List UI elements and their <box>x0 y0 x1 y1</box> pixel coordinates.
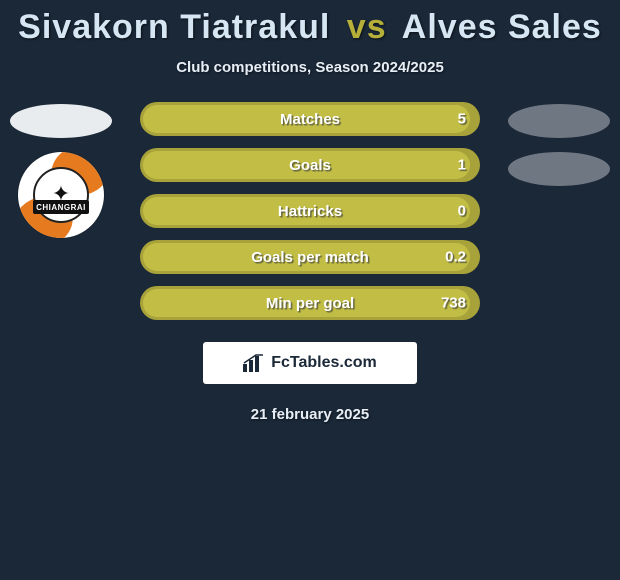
date-text: 21 february 2025 <box>0 406 620 423</box>
stat-value-right: 5 <box>458 111 466 128</box>
player1-name: Sivakorn Tiatrakul <box>18 8 330 46</box>
stat-label: Matches <box>280 111 340 128</box>
stat-label: Goals per match <box>251 249 369 266</box>
player2-club-placeholder <box>508 152 610 186</box>
badge-inner-circle: ✦ <box>33 167 90 224</box>
stat-row: Goals 1 <box>140 148 480 182</box>
bars-icon <box>243 354 265 372</box>
stat-row: Matches 5 <box>140 102 480 136</box>
player2-avatar-placeholder <box>508 104 610 138</box>
brand-text: FcTables.com <box>271 354 377 372</box>
vs-separator: vs <box>347 8 387 46</box>
right-column <box>504 102 614 186</box>
stat-row: Hattricks 0 <box>140 194 480 228</box>
stat-value-right: 0 <box>458 203 466 220</box>
comparison-card: Sivakorn Tiatrakul vs Alves Sales Club c… <box>0 0 620 423</box>
stats-list: Matches 5 Goals 1 Hattricks 0 Goals per match 0… <box>140 102 480 320</box>
player1-avatar-placeholder <box>10 104 112 138</box>
comparison-body: ✦ CHIANGRAI Matches 5 Goals 1 Hattricks 0 Goal… <box>0 102 620 423</box>
subtitle: Club competitions, Season 2024/2025 <box>0 59 620 76</box>
stat-label: Hattricks <box>278 203 342 220</box>
player2-name: Alves Sales <box>402 8 602 46</box>
stat-row: Goals per match 0.2 <box>140 240 480 274</box>
badge-name-band: CHIANGRAI <box>33 200 90 214</box>
stat-value-right: 738 <box>441 295 466 312</box>
stat-label: Goals <box>289 157 331 174</box>
stat-label: Min per goal <box>266 295 354 312</box>
stat-row: Min per goal 738 <box>140 286 480 320</box>
stat-value-right: 0.2 <box>445 249 466 266</box>
player1-club-badge: ✦ CHIANGRAI <box>18 152 104 238</box>
stat-value-right: 1 <box>458 157 466 174</box>
brand-box: FcTables.com <box>203 342 417 384</box>
page-title: Sivakorn Tiatrakul vs Alves Sales <box>0 8 620 47</box>
left-column: ✦ CHIANGRAI <box>6 102 116 238</box>
